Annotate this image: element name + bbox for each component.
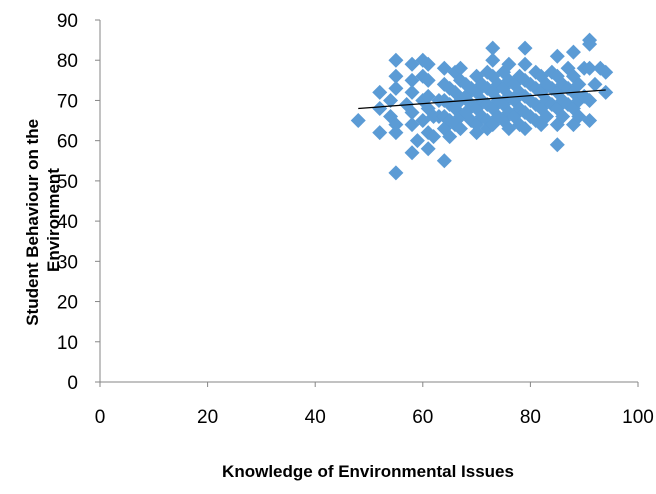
y-tick-label: 70 bbox=[57, 91, 78, 112]
data-point bbox=[409, 133, 425, 149]
data-point bbox=[388, 52, 404, 68]
data-point bbox=[485, 52, 501, 68]
data-point bbox=[404, 145, 420, 161]
data-point bbox=[372, 84, 388, 100]
data-point bbox=[452, 121, 468, 137]
data-point bbox=[565, 44, 581, 60]
data-point bbox=[452, 60, 468, 76]
data-point bbox=[388, 80, 404, 96]
y-tick-label: 50 bbox=[57, 172, 78, 193]
trendline bbox=[358, 89, 606, 110]
y-tick-label: 0 bbox=[67, 373, 78, 394]
data-point bbox=[501, 121, 517, 137]
x-tick-label: 80 bbox=[520, 407, 541, 428]
data-point bbox=[598, 64, 614, 80]
y-tick-label: 30 bbox=[57, 252, 78, 273]
data-point bbox=[404, 84, 420, 100]
data-point bbox=[388, 165, 404, 181]
data-point bbox=[539, 109, 555, 125]
y-tick-label: 20 bbox=[57, 293, 78, 314]
data-point bbox=[388, 117, 404, 133]
data-point bbox=[555, 109, 571, 125]
data-point bbox=[420, 72, 436, 88]
x-tick-label: 0 bbox=[95, 407, 106, 428]
data-point bbox=[350, 113, 366, 129]
data-point bbox=[582, 92, 598, 108]
data-point bbox=[372, 125, 388, 141]
data-point bbox=[517, 56, 533, 72]
data-point bbox=[549, 48, 565, 64]
data-point bbox=[517, 40, 533, 56]
data-point bbox=[549, 137, 565, 153]
y-tick-label: 90 bbox=[57, 11, 78, 32]
x-axis-ticks: 0 20 40 60 80 100 bbox=[95, 382, 654, 428]
data-point bbox=[372, 100, 388, 116]
data-point bbox=[582, 113, 598, 129]
data-point bbox=[571, 76, 587, 92]
x-tick-label: 20 bbox=[197, 407, 218, 428]
y-axis-title-line-1: Student Behaviour on the bbox=[23, 119, 42, 326]
data-point bbox=[404, 105, 420, 121]
y-axis-title: Student Behaviour on the Environment bbox=[23, 114, 63, 326]
data-points bbox=[350, 32, 614, 181]
data-point bbox=[388, 125, 404, 141]
y-axis-ticks: 0 10 20 30 40 50 60 70 80 90 bbox=[57, 11, 100, 394]
data-point bbox=[383, 92, 399, 108]
data-point bbox=[582, 36, 598, 52]
data-point bbox=[582, 60, 598, 76]
data-point bbox=[598, 84, 614, 100]
data-point bbox=[442, 129, 458, 145]
data-point bbox=[420, 141, 436, 157]
data-point bbox=[501, 56, 517, 72]
data-point bbox=[388, 68, 404, 84]
y-tick-label: 60 bbox=[57, 132, 78, 153]
x-tick-label: 40 bbox=[305, 407, 326, 428]
x-tick-label: 60 bbox=[412, 407, 433, 428]
data-point bbox=[420, 56, 436, 72]
x-axis-title: Knowledge of Environmental Issues bbox=[222, 462, 514, 481]
y-tick-label: 80 bbox=[57, 51, 78, 72]
x-tick-label: 100 bbox=[622, 407, 654, 428]
data-point bbox=[479, 121, 495, 137]
data-point bbox=[587, 76, 603, 92]
data-point bbox=[436, 153, 452, 169]
y-tick-label: 40 bbox=[57, 212, 78, 233]
y-axis-title-line-2: Environment bbox=[44, 168, 63, 272]
data-point bbox=[426, 129, 442, 145]
y-tick-label: 10 bbox=[57, 333, 78, 354]
data-point bbox=[485, 40, 501, 56]
data-point bbox=[517, 121, 533, 137]
